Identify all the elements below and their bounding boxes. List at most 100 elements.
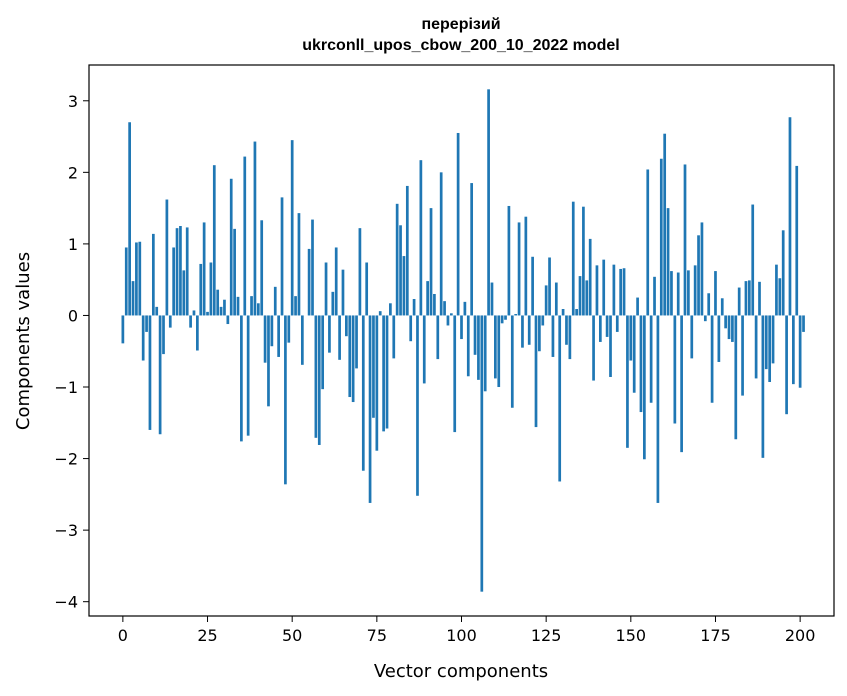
bar (182, 270, 186, 316)
y-tick-label: −3 (54, 521, 78, 540)
bar (639, 315, 643, 413)
bar (643, 315, 646, 460)
bar (416, 315, 419, 496)
x-tick-label: 0 (118, 626, 128, 645)
bar (510, 315, 514, 408)
bar (196, 315, 199, 351)
bar (659, 158, 663, 316)
bar (754, 315, 758, 379)
bar (453, 315, 457, 433)
bar (300, 315, 304, 365)
bar (287, 315, 291, 343)
bar (460, 315, 463, 340)
bar (477, 315, 480, 380)
bar (216, 289, 220, 316)
bar (253, 141, 257, 316)
x-axis-label: Vector components (374, 661, 548, 682)
bar (551, 315, 555, 357)
bar (622, 268, 626, 316)
bar (328, 315, 331, 353)
bar (405, 185, 409, 316)
bar (317, 315, 321, 445)
y-axis-label: Components values (13, 252, 34, 430)
bar (700, 222, 704, 316)
x-tick-label: 50 (282, 626, 302, 645)
bar (592, 315, 595, 381)
bar (575, 309, 578, 316)
bar (162, 315, 165, 355)
bar (527, 315, 531, 345)
bar (131, 281, 135, 316)
bar (690, 315, 694, 359)
chart-subtitle: ukrconll_upos_cbow_200_10_2022 model (302, 37, 619, 54)
bar (456, 132, 460, 316)
bar (341, 269, 345, 316)
bar (321, 315, 325, 390)
bar (629, 315, 633, 361)
bar (206, 311, 209, 316)
bar (778, 278, 782, 316)
bar (307, 248, 311, 316)
bar (121, 315, 125, 344)
plot-frame (88, 64, 835, 617)
bar (185, 227, 189, 316)
bar (741, 315, 744, 396)
bar (683, 164, 687, 316)
bar (717, 315, 721, 362)
bar (314, 315, 318, 438)
bar (246, 315, 250, 436)
bar (175, 228, 179, 316)
bar (172, 247, 176, 316)
bar (632, 315, 636, 393)
x-tick-label: 175 (700, 626, 731, 645)
bar (331, 291, 335, 316)
bar (334, 247, 338, 316)
y-axis-ticks: −4 −3 −2 −1 0 1 2 3 (54, 92, 89, 612)
bar (290, 140, 294, 316)
bar (165, 199, 169, 316)
bar (446, 315, 450, 326)
bar (626, 315, 629, 448)
bar (734, 315, 738, 440)
bar (598, 315, 602, 342)
bar (260, 220, 264, 316)
bar (209, 262, 213, 316)
bar (673, 315, 677, 424)
bar (443, 301, 446, 316)
y-tick-label: 3 (68, 92, 78, 111)
bar (534, 315, 538, 428)
bar (761, 315, 765, 458)
bar (697, 235, 700, 316)
x-tick-label: 100 (446, 626, 477, 645)
bar (256, 303, 260, 316)
bar (436, 315, 440, 360)
y-tick-label: 1 (68, 235, 78, 254)
bar (538, 315, 541, 352)
bar (155, 306, 159, 316)
bar (720, 298, 724, 316)
bar (473, 315, 477, 355)
bar (710, 315, 714, 403)
bar (775, 264, 778, 316)
bar (585, 280, 589, 316)
bar (670, 271, 673, 316)
bar (236, 296, 240, 316)
bar (744, 281, 748, 316)
bar (449, 313, 453, 316)
bar (751, 204, 755, 316)
bar (588, 238, 592, 316)
bar (788, 117, 792, 316)
bar (372, 315, 375, 418)
bar (764, 315, 768, 370)
bar (565, 315, 568, 345)
bar (233, 228, 236, 316)
bar (649, 315, 653, 403)
bar (389, 303, 392, 316)
bar (602, 259, 606, 316)
bar (280, 197, 284, 316)
bar (199, 263, 203, 316)
bar (145, 315, 148, 332)
bar (771, 315, 775, 364)
bar (439, 172, 443, 316)
